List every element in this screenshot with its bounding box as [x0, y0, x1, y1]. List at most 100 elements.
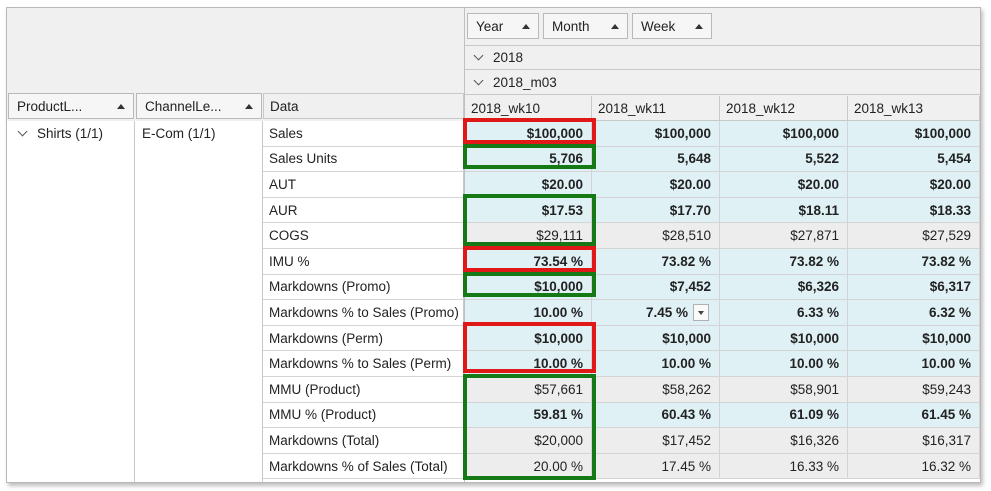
data-cell[interactable]: 5,522	[720, 146, 848, 173]
row-label[interactable]: AUT	[263, 172, 464, 198]
data-cell[interactable]: 59.81 %	[465, 402, 592, 429]
data-rows: Sales $100,000 $100,000 $100,000 $100,000 Sal…	[7, 121, 980, 482]
data-cell[interactable]: $17.70	[592, 197, 720, 224]
row-label[interactable]: MMU (Product)	[263, 377, 464, 403]
data-cell[interactable]: $10,000	[720, 325, 848, 352]
data-cell[interactable]: 5,454	[848, 146, 980, 173]
green-highlight-box	[463, 272, 596, 297]
data-cell[interactable]: 61.45 %	[848, 402, 980, 429]
data-cell[interactable]: $100,000	[592, 121, 720, 147]
data-cell[interactable]: $58,262	[592, 377, 720, 403]
data-cell[interactable]: $20,000	[465, 428, 592, 454]
row-label[interactable]: Markdowns (Perm)	[263, 325, 464, 352]
data-cell[interactable]: 16.33 %	[720, 453, 848, 480]
cell-value: 60.43 %	[661, 407, 711, 423]
data-cell[interactable]: 6.32 %	[848, 300, 980, 326]
row-label[interactable]: COGS	[263, 223, 464, 249]
data-cell[interactable]: $10,000	[848, 325, 980, 352]
data-cell[interactable]: $16,317	[848, 428, 980, 454]
data-cell[interactable]: $6,317	[848, 274, 980, 301]
pivot-grid: Year Month Week 2018 2018_m03 ProductL..…	[6, 7, 981, 483]
product-level-field-button[interactable]: ProductL...	[8, 93, 134, 119]
product-level-label: ProductL...	[17, 98, 83, 114]
data-cell[interactable]: 16.32 %	[848, 453, 980, 480]
cell-value: $10,000	[922, 330, 971, 346]
cell-value: $58,262	[662, 381, 711, 397]
data-cell[interactable]: $16,326	[720, 428, 848, 454]
data-cell[interactable]: 61.09 %	[720, 402, 848, 429]
data-cell[interactable]: 6.33 %	[720, 300, 848, 326]
data-cell[interactable]: $58,901	[720, 377, 848, 403]
row-label[interactable]: Sales Units	[263, 146, 464, 173]
cell-value: $58,901	[790, 381, 839, 397]
data-cell[interactable]: 17.45 %	[592, 453, 720, 480]
data-cell[interactable]: 60.43 %	[592, 402, 720, 429]
data-cell[interactable]: $57,661	[465, 377, 592, 403]
data-cell[interactable]: $20.00	[848, 172, 980, 198]
data-cell[interactable]: $20.00	[720, 172, 848, 198]
row-label[interactable]: IMU %	[263, 249, 464, 275]
cell-value: 59.81 %	[533, 407, 583, 423]
data-cell[interactable]: $59,243	[848, 377, 980, 403]
data-header-label: Data	[270, 98, 299, 114]
sort-ascending-icon	[611, 23, 619, 29]
data-cell[interactable]: $10,000	[592, 325, 720, 352]
cell-value: $7,452	[669, 279, 711, 295]
table-row: AUT $20.00 $20.00 $20.00 $20.00	[7, 172, 980, 198]
data-cell[interactable]: $100,000	[848, 121, 980, 147]
cell-value: 6.33 %	[796, 304, 839, 320]
column-header-wk13[interactable]: 2018_wk13	[848, 96, 980, 121]
data-cell[interactable]: 5,648	[592, 146, 720, 173]
row-label[interactable]: MMU % (Product)	[263, 402, 464, 429]
row-label[interactable]: AUR	[263, 197, 464, 224]
data-cell[interactable]: 20.00 %	[465, 453, 592, 480]
data-cell[interactable]: $28,510	[592, 223, 720, 249]
data-cell[interactable]: $27,871	[720, 223, 848, 249]
data-cell[interactable]: $20.00	[592, 172, 720, 198]
column-header-wk12[interactable]: 2018_wk12	[720, 96, 848, 121]
column-header-wk10[interactable]: 2018_wk10	[465, 96, 592, 121]
data-header: Data	[263, 93, 464, 119]
cell-value: $100,000	[914, 125, 971, 141]
week-field-button[interactable]: Week	[632, 13, 712, 39]
data-cell[interactable]: 73.82 %	[720, 249, 848, 275]
row-label[interactable]: Markdowns (Promo)	[263, 274, 464, 301]
data-cell[interactable]: $18.11	[720, 197, 848, 224]
data-cell[interactable]: $17,452	[592, 428, 720, 454]
dropdown-arrow-icon[interactable]	[693, 303, 709, 321]
data-cell[interactable]: 10.00 %	[592, 351, 720, 377]
table-row: Sales Units 5,706 5,648 5,522 5,454	[7, 146, 980, 173]
data-cell[interactable]: $27,529	[848, 223, 980, 249]
data-cell[interactable]: $17.53	[465, 197, 592, 224]
data-cell[interactable]: $10,000	[465, 325, 592, 352]
year-expander[interactable]: 2018	[465, 45, 980, 70]
week-field-label: Week	[641, 18, 676, 34]
product-label: Shirts (1/1)	[37, 126, 104, 141]
year-field-button[interactable]: Year	[467, 13, 539, 39]
data-cell[interactable]: 73.82 %	[592, 249, 720, 275]
row-label[interactable]: Markdowns (Total)	[263, 428, 464, 454]
row-label[interactable]: Markdowns % of Sales (Total)	[263, 453, 464, 480]
data-cell[interactable]: $20.00	[465, 172, 592, 198]
channel-dimension-cell[interactable]: E-Com (1/1)	[135, 121, 263, 482]
data-cell[interactable]: 73.82 %	[848, 249, 980, 275]
month-expander[interactable]: 2018_m03	[465, 70, 980, 95]
data-cell[interactable]: 10.00 %	[848, 351, 980, 377]
red-highlight-box	[463, 246, 596, 272]
data-cell[interactable]: $100,000	[720, 121, 848, 147]
row-label[interactable]: Markdowns % to Sales (Perm)	[263, 351, 464, 377]
row-label[interactable]: Sales	[263, 121, 464, 147]
column-header-wk11[interactable]: 2018_wk11	[592, 96, 720, 121]
data-cell[interactable]: 10.00 %	[720, 351, 848, 377]
cell-value: 16.33 %	[789, 458, 839, 474]
data-cell[interactable]: $6,326	[720, 274, 848, 301]
data-cell[interactable]: $7,452	[592, 274, 720, 301]
row-label[interactable]: Markdowns % to Sales (Promo)	[263, 300, 464, 326]
channel-level-field-button[interactable]: ChannelLe...	[136, 93, 262, 119]
product-dimension-cell[interactable]: Shirts (1/1)	[7, 121, 135, 482]
cell-value: 17.45 %	[661, 458, 711, 474]
month-field-button[interactable]: Month	[543, 13, 628, 39]
cell-value: $17,452	[662, 432, 711, 448]
data-cell[interactable]: 7.45 %	[592, 300, 720, 326]
data-cell[interactable]: $18.33	[848, 197, 980, 224]
